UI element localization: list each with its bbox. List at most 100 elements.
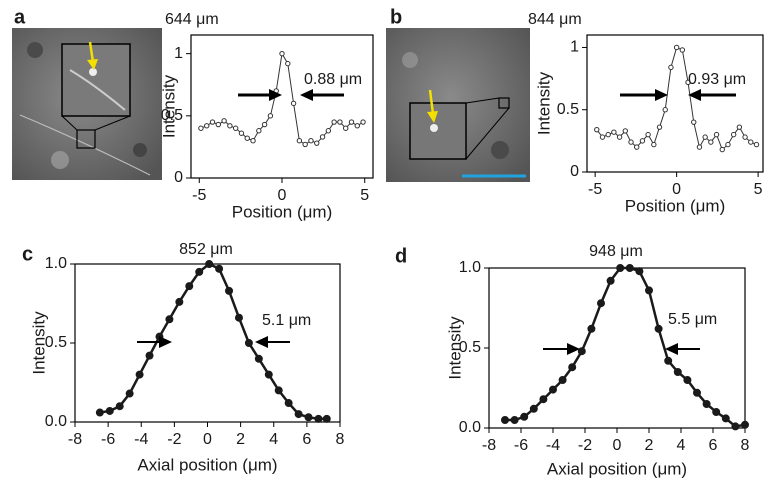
data-point (274, 386, 283, 395)
data-point (587, 324, 596, 333)
x-tick-label: 4 (269, 431, 278, 448)
data-point (264, 370, 273, 379)
data-point (696, 144, 703, 150)
image-a (12, 28, 162, 180)
data-point (702, 400, 711, 408)
x-tick-label: 6 (302, 431, 311, 448)
data-point (227, 123, 233, 129)
data-point (753, 141, 760, 148)
data-point (290, 100, 297, 107)
data-point (294, 410, 303, 419)
data-point (683, 376, 692, 384)
y-tick-label: 1.0 (45, 255, 67, 272)
annotation: 0.88 μm (304, 71, 362, 88)
data-point (654, 324, 663, 333)
arrow-head (255, 336, 268, 348)
x-tick-label: -5 (588, 181, 602, 198)
data-point (742, 134, 748, 140)
data-point (279, 50, 285, 57)
data-point (319, 134, 326, 140)
data-point (209, 119, 216, 125)
data-point (651, 141, 657, 148)
data-point (639, 138, 646, 144)
data-point (611, 129, 617, 135)
arrow-head (300, 89, 313, 101)
y-axis-label: Intensity (534, 71, 553, 135)
x-tick-label: 2 (236, 431, 245, 448)
arrow-head (269, 89, 282, 101)
data-point (325, 128, 332, 134)
x-tick-label: 6 (709, 437, 718, 454)
data-point (337, 119, 343, 125)
data-point (198, 125, 204, 131)
data-point (708, 139, 714, 145)
x-tick-label: 4 (677, 437, 686, 454)
y-tick-label: 0 (174, 169, 183, 186)
x-tick-label: -4 (546, 437, 560, 454)
data-point (314, 414, 323, 423)
data-point (267, 113, 274, 119)
y-tick-label: 1 (570, 39, 579, 56)
data-point (302, 141, 308, 148)
x-tick-label: -4 (134, 431, 148, 448)
panel-label: c (22, 243, 33, 265)
data-point (721, 414, 730, 423)
data-point (95, 408, 104, 417)
data-point (195, 267, 204, 276)
arrow-head (159, 336, 172, 348)
y-axis-label: Intensity (159, 74, 178, 138)
data-point (304, 413, 313, 422)
data-point (285, 60, 291, 67)
x-tick-label: -2 (578, 437, 592, 454)
y-tick-label: 0 (570, 163, 579, 180)
data-point (125, 389, 134, 398)
data-point (741, 420, 749, 429)
data-point (360, 119, 366, 125)
data-line (99, 262, 327, 421)
data-point (673, 44, 680, 51)
data-point (225, 286, 234, 295)
data-line (200, 52, 364, 146)
data-point (204, 123, 210, 129)
chart-title: 644 μm (165, 11, 219, 28)
data-point (645, 131, 651, 138)
y-axis-label: Intensity (29, 311, 48, 375)
plot-frame (586, 34, 764, 173)
x-tick-label: 0 (203, 431, 212, 448)
data-point (296, 137, 303, 144)
data-point (308, 137, 314, 144)
data-point (331, 119, 337, 125)
data-point (622, 128, 628, 134)
data-point (232, 125, 239, 131)
data-point (713, 131, 720, 138)
x-tick-label: -6 (514, 437, 528, 454)
plot-frame (74, 263, 341, 423)
x-tick-label: 0 (672, 181, 681, 198)
data-point (501, 416, 509, 424)
data-point (520, 412, 529, 421)
arrow-head (665, 343, 678, 355)
x-axis-label: Axial position (μm) (547, 459, 687, 478)
chart-title: 852 μm (179, 241, 233, 258)
x-axis-label: Axial position (μm) (137, 455, 277, 474)
data-point (529, 404, 538, 413)
data-point (725, 141, 731, 148)
data-point (238, 130, 245, 136)
x-tick-label: 5 (360, 187, 369, 204)
data-point (105, 406, 114, 415)
image-b (386, 28, 530, 182)
panel-label: d (395, 245, 407, 267)
data-point (354, 123, 360, 129)
data-point (664, 356, 673, 365)
data-point (594, 126, 600, 133)
y-tick-label: 0.0 (45, 413, 67, 430)
data-point (691, 119, 697, 125)
annotation: 5.1 μm (262, 312, 311, 329)
data-point (679, 47, 686, 53)
data-point (606, 276, 615, 285)
x-tick-label: 8 (741, 437, 750, 454)
data-point (635, 267, 644, 276)
y-axis-label: Intensity (445, 316, 464, 380)
data-point (244, 135, 250, 141)
